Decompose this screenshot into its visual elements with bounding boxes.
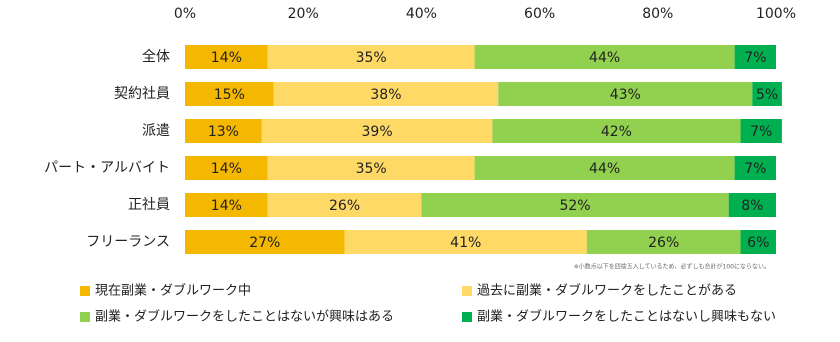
x-tick-label: 0%: [174, 6, 196, 22]
bar-segment: [586, 230, 741, 254]
bar-segment: [185, 193, 268, 217]
value-label: 8%: [741, 198, 763, 214]
value-label: 44%: [589, 161, 620, 177]
value-label: 14%: [211, 161, 242, 177]
value-label: 14%: [211, 198, 242, 214]
legend-label: 現在副業・ダブルワーク中: [95, 283, 251, 299]
bar-segment: [740, 119, 782, 143]
x-tick-label: 40%: [406, 6, 437, 22]
y-tick-label: 正社員: [128, 197, 170, 213]
bar-segment: [273, 82, 499, 106]
legend-swatch: [462, 312, 472, 322]
y-tick-label: 全体: [142, 48, 170, 65]
value-label: 7%: [750, 124, 772, 140]
bar-segment: [267, 193, 422, 217]
bar-segment: [492, 119, 741, 143]
bar-segment: [344, 230, 587, 254]
bar-segment: [498, 82, 753, 106]
value-label: 41%: [450, 235, 481, 251]
value-label: 35%: [356, 50, 387, 66]
legend-swatch: [80, 286, 90, 296]
bar-segment: [728, 193, 776, 217]
bar-segment: [267, 156, 475, 180]
bar-segment: [734, 45, 776, 69]
bar-segment: [734, 156, 776, 180]
value-label: 26%: [648, 235, 679, 251]
y-tick-label: フリーランス: [86, 234, 170, 250]
value-label: 38%: [370, 87, 401, 103]
value-label: 44%: [589, 50, 620, 66]
bar-segment: [185, 45, 268, 69]
value-label: 52%: [559, 198, 590, 214]
legend-label: 副業・ダブルワークをしたことはないが興味はある: [95, 309, 394, 325]
y-tick-label: 派遣: [142, 123, 170, 139]
bar-segment: [185, 156, 268, 180]
bar-segment: [740, 230, 776, 254]
value-label: 27%: [249, 235, 280, 251]
value-label: 39%: [362, 124, 393, 140]
value-label: 15%: [214, 87, 245, 103]
value-label: 42%: [601, 124, 632, 140]
legend-swatch: [80, 312, 90, 322]
value-label: 7%: [744, 50, 766, 66]
bar-segment: [474, 156, 735, 180]
value-label: 26%: [329, 198, 360, 214]
legend-label: 副業・ダブルワークをしたことはないし興味もない: [477, 309, 776, 325]
bar-segment: [421, 193, 729, 217]
bar-segment: [752, 82, 782, 106]
value-label: 5%: [756, 87, 778, 103]
bar-segment: [185, 119, 262, 143]
legend-swatch: [462, 286, 472, 296]
value-label: 7%: [744, 161, 766, 177]
x-tick-label: 100%: [756, 6, 796, 22]
legend-label: 過去に副業・ダブルワークをしたことがある: [477, 283, 737, 299]
y-tick-label: 契約社員: [114, 86, 170, 102]
value-label: 6%: [747, 235, 769, 251]
x-tick-label: 60%: [524, 6, 555, 22]
bar-segment: [474, 45, 735, 69]
bar-segment: [185, 230, 345, 254]
value-label: 14%: [211, 50, 242, 66]
value-label: 13%: [208, 124, 239, 140]
bar-segment: [185, 82, 274, 106]
note: ※小数点以下を四捨五入しているため、必ずしも合計が100にならない。: [574, 263, 770, 271]
value-label: 35%: [356, 161, 387, 177]
x-tick-label: 80%: [642, 6, 673, 22]
x-tick-label: 20%: [288, 6, 319, 22]
y-tick-label: パート・アルバイト: [44, 160, 170, 176]
bar-segment: [261, 119, 493, 143]
bar-segment: [267, 45, 475, 69]
value-label: 43%: [610, 87, 641, 103]
